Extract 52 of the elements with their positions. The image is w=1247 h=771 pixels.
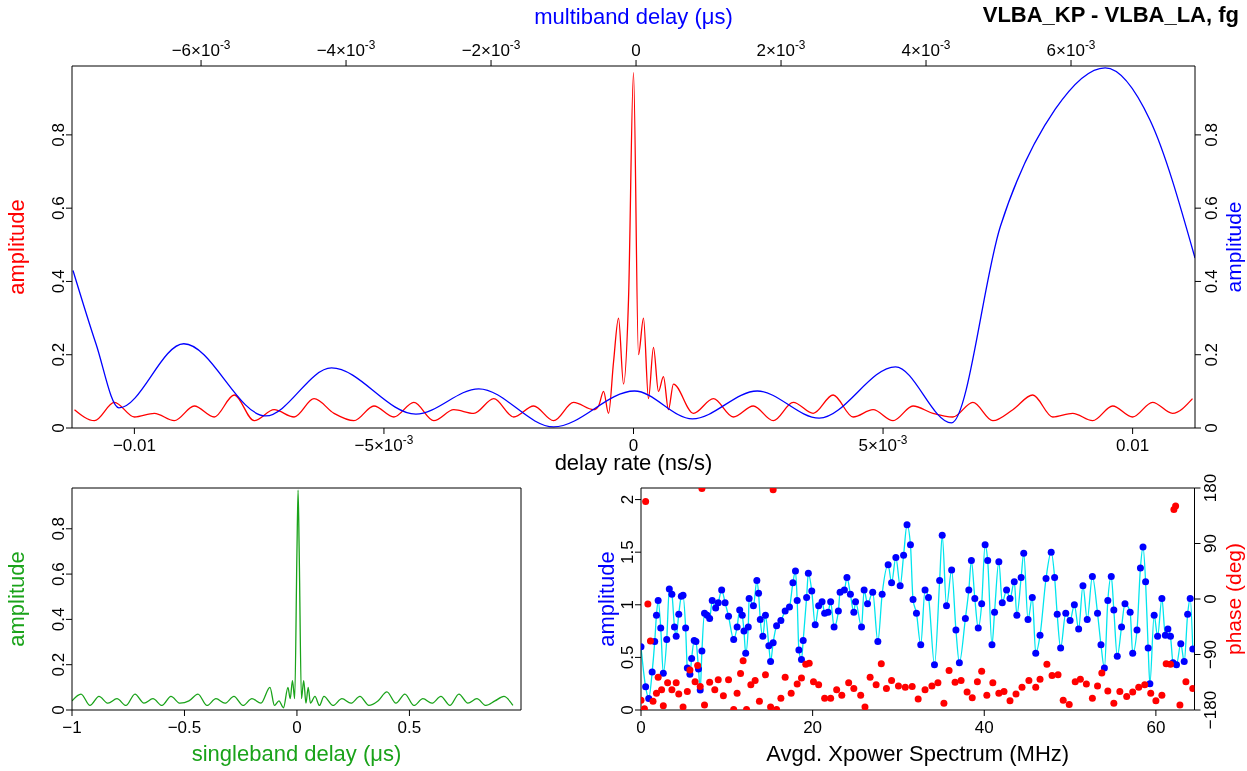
x-axis-title: singleband delay (μs) bbox=[191, 741, 402, 766]
y-tick-label: 0.2 bbox=[49, 342, 68, 367]
y-axis-title: amplitude bbox=[594, 551, 619, 647]
y-axis-title: amplitude bbox=[4, 199, 29, 295]
x-axis-title: Avgd. Xpower Spectrum (MHz) bbox=[766, 741, 1070, 766]
x2-tick-label: 2×10$^{-3}$ bbox=[756, 38, 806, 60]
y-tick-label: 0.5 bbox=[618, 645, 637, 670]
y-tick-label: 0 bbox=[49, 705, 68, 715]
y2-tick-label: 0.6 bbox=[1201, 196, 1221, 220]
y2-tick-label: −180 bbox=[1201, 690, 1221, 730]
y2-axis-title: phase (deg) bbox=[1222, 542, 1245, 656]
x2-axis-title: multiband delay (μs) bbox=[534, 4, 733, 29]
y2-tick-label: 0.2 bbox=[1201, 342, 1221, 367]
y2-tick-label: 0.8 bbox=[1201, 123, 1221, 147]
y2-axis-title: amplitude bbox=[1222, 201, 1245, 293]
y-axis-title: amplitude bbox=[4, 551, 29, 647]
x-tick-label: 0.01 bbox=[1116, 436, 1150, 456]
x-tick-label: 40 bbox=[974, 718, 994, 738]
x-tick-label: −1 bbox=[62, 718, 82, 738]
y-tick-label: 1.5 bbox=[618, 540, 637, 564]
x-tick-label: −0.01 bbox=[112, 436, 156, 456]
y-tick-label: 0.4 bbox=[49, 607, 68, 632]
x2-tick-label: −4×10$^{-3}$ bbox=[316, 38, 376, 60]
y2-tick-label: 0 bbox=[1201, 594, 1221, 604]
y-tick-label: 0 bbox=[49, 423, 68, 433]
y-tick-label: 0.6 bbox=[49, 562, 68, 586]
y-tick-label: 2 bbox=[618, 494, 637, 505]
y2-tick-label: 0.4 bbox=[1201, 269, 1221, 294]
x-tick-label: 60 bbox=[1146, 718, 1166, 738]
x-tick-label: 20 bbox=[803, 718, 823, 738]
y-tick-label: 0.2 bbox=[49, 652, 68, 677]
x2-tick-label: 6×10$^{-3}$ bbox=[1046, 38, 1096, 60]
y-tick-label: 0.6 bbox=[49, 196, 68, 220]
y-tick-label: 0.8 bbox=[49, 516, 68, 541]
y2-tick-label: 180 bbox=[1201, 473, 1221, 503]
x-tick-label: −0.5 bbox=[167, 718, 202, 738]
y-tick-label: 0.8 bbox=[49, 123, 68, 147]
y2-tick-label: 0 bbox=[1201, 423, 1221, 433]
x2-tick-label: −2×10$^{-3}$ bbox=[461, 38, 521, 60]
y2-tick-label: −90 bbox=[1201, 640, 1221, 669]
x-tick-label: 0 bbox=[292, 718, 302, 738]
y-tick-label: 0 bbox=[618, 705, 637, 715]
x-tick-label: −5×10$^{-3}$ bbox=[354, 433, 414, 456]
x-tick-label: 0.5 bbox=[397, 718, 422, 738]
x2-tick-label: −6×10$^{-3}$ bbox=[171, 38, 231, 60]
y-tick-label: 0.4 bbox=[49, 269, 68, 294]
x2-tick-label: 4×10$^{-3}$ bbox=[901, 38, 951, 60]
chart-title: VLBA_KP - VLBA_LA, fg bbox=[982, 2, 1239, 28]
y-tick-label: 1 bbox=[618, 600, 637, 610]
y2-tick-label: 90 bbox=[1201, 534, 1221, 553]
x-tick-label: 5×10$^{-3}$ bbox=[858, 433, 908, 456]
x-axis-title: delay rate (ns/s) bbox=[554, 450, 713, 475]
